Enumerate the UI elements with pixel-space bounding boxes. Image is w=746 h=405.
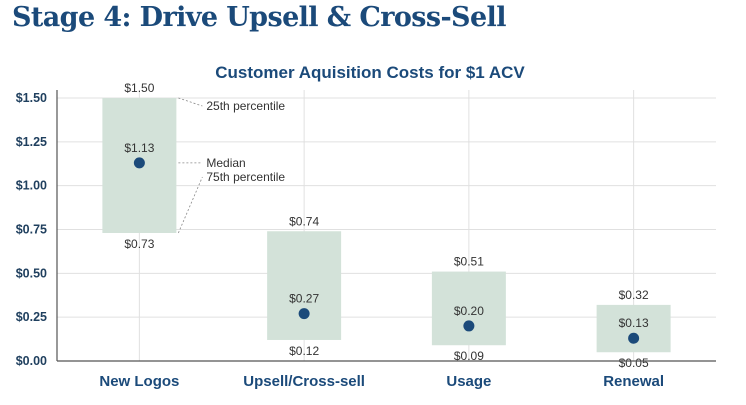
annotation-label: 25th percentile — [206, 99, 285, 113]
lower-value-label: $0.73 — [124, 237, 154, 251]
page-title: Stage 4: Drive Upsell & Cross-Sell — [12, 2, 506, 33]
median-point — [463, 320, 475, 332]
y-axis: $0.00 $0.25 $0.50 $0.75 $1.00 $1.25 $1.50 — [16, 90, 58, 368]
y-tick-label: $0.75 — [16, 223, 47, 237]
category-label: New Logos — [99, 373, 179, 390]
lower-value-label: $0.05 — [619, 356, 649, 370]
y-tick-label: $0.50 — [16, 266, 47, 280]
percentile-box — [431, 271, 506, 346]
upper-value-label: $0.51 — [454, 255, 484, 269]
lower-value-label: $0.12 — [289, 344, 319, 358]
y-tick-label: $1.25 — [16, 135, 47, 149]
annotation-leader — [178, 97, 203, 107]
boxes: $1.50 $1.13 $0.73 $0.74 $0.27 $0.12 $0.51 $0.20… — [102, 81, 671, 370]
chart-title: Customer Aquisition Costs for $1 ACV — [215, 63, 525, 82]
upper-value-label: $0.74 — [289, 214, 319, 228]
median-value-label: $0.20 — [454, 304, 484, 318]
upper-value-label: $1.50 — [124, 81, 154, 95]
percentile-box — [267, 231, 342, 340]
annotation-label: 75th percentile — [206, 170, 285, 184]
median-point — [628, 332, 640, 344]
category-label: Upsell/Cross-sell — [243, 373, 365, 390]
annotation-label: Median — [206, 156, 245, 170]
lower-value-label: $0.09 — [454, 349, 484, 363]
median-value-label: $1.13 — [124, 141, 154, 155]
y-tick-label: $0.00 — [16, 354, 47, 368]
y-tick-label: $1.50 — [16, 91, 47, 105]
x-axis: New Logos Upsell/Cross-sell Usage Renewal — [57, 360, 716, 390]
y-tick-label: $0.25 — [16, 310, 47, 324]
median-point — [298, 308, 310, 320]
median-point — [133, 157, 145, 169]
median-value-label: $0.13 — [619, 316, 649, 330]
category-label: Usage — [446, 373, 491, 390]
upper-value-label: $0.32 — [619, 288, 649, 302]
percentile-box — [596, 304, 671, 353]
median-value-label: $0.27 — [289, 292, 319, 306]
category-label: Renewal — [603, 373, 664, 390]
y-tick-label: $1.00 — [16, 179, 47, 193]
